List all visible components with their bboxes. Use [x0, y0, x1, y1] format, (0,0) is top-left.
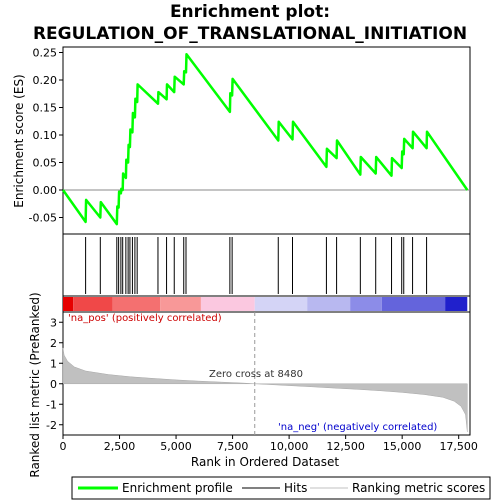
rank-xtick-label: 15,000 [383, 440, 422, 453]
colorbar-segment [160, 297, 201, 311]
pos-correlated-label: 'na_pos' (positively correlated) [68, 313, 222, 324]
colorbar-segment [254, 297, 308, 311]
metric-ytick-label: 0 [50, 378, 57, 391]
metric-ytick-label: 1 [50, 357, 57, 370]
metric-ytick-label: 3 [50, 316, 57, 329]
metric-ytick-label: -1 [46, 398, 57, 411]
colorbar-segment [381, 297, 446, 311]
es-ytick-label: -0.05 [29, 212, 57, 225]
es-ytick-label: 0.10 [33, 129, 58, 142]
colorbar-segment [307, 297, 351, 311]
rank-xtick-label: 10,000 [270, 440, 309, 453]
rank-axis-label: Rank in Ordered Dataset [191, 455, 339, 469]
rank-xtick-label: 2,500 [104, 440, 136, 453]
es-ytick-label: 0.20 [33, 74, 58, 87]
legend-label-metric: Ranking metric scores [352, 481, 485, 495]
metric-panel: -2 -1 0 1 2 3 0 2,500 5,000 7,500 10,000 12,500 15,0… [46, 312, 478, 453]
zero-cross-label: Zero cross at 8480 [209, 369, 303, 380]
rank-colorbar [63, 297, 468, 311]
neg-correlated-label: 'na_neg' (negatively correlated) [278, 422, 437, 433]
colorbar-segment [112, 297, 161, 311]
colorbar-segment [350, 297, 382, 311]
enrichment-profile-line [61, 52, 469, 226]
metric-ytick-label: -2 [46, 419, 57, 432]
ranking-metric-area [62, 347, 468, 432]
es-ytick-label: 0.05 [33, 157, 58, 170]
metric-axis-label: Ranked list metric (PreRanked) [28, 292, 42, 477]
colorbar-segment [200, 297, 255, 311]
es-axis-label: Enrichment score (ES) [12, 74, 26, 207]
es-panel-frame [62, 46, 471, 235]
colorbar-segment [73, 297, 113, 311]
chart-title-line2: REGULATION_OF_TRANSLATIONAL_INITIATION [33, 24, 467, 44]
es-ytick-label: 0.15 [33, 102, 58, 115]
hits-panel-frame [62, 233, 471, 297]
legend: Enrichment profile Hits Ranking metric s… [71, 476, 491, 500]
chart-title-line1: Enrichment plot: [170, 2, 330, 22]
legend-label-hits: Hits [284, 481, 307, 495]
rank-xtick-label: 0 [60, 440, 67, 453]
rank-xtick-label: 7,500 [217, 440, 249, 453]
legend-label-enrichment: Enrichment profile [122, 481, 233, 495]
colorbar-segment [445, 297, 468, 311]
es-panel: -0.05 0.00 0.05 0.10 0.15 0.20 0.25 [29, 47, 470, 226]
metric-ytick-label: 2 [50, 337, 57, 350]
colorbar-segment [63, 297, 74, 311]
es-ytick-label: 0.00 [33, 184, 58, 197]
rank-xtick-label: 17,500 [439, 440, 478, 453]
rank-xtick-label: 5,000 [160, 440, 192, 453]
rank-xtick-label: 12,500 [326, 440, 365, 453]
hits-panel [85, 237, 428, 294]
legend-box [71, 476, 491, 500]
metric-panel-frame [62, 311, 471, 436]
es-ytick-label: 0.25 [33, 47, 58, 60]
